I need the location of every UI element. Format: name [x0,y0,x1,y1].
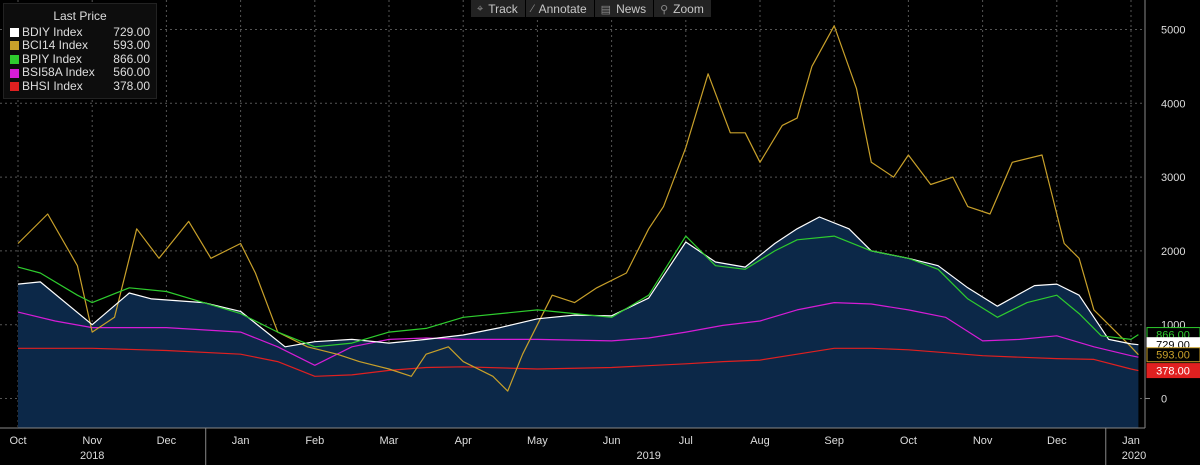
pencil-icon: ⁄ [531,3,534,15]
x-tick-label: Jun [603,435,621,447]
series-lines [17,25,1139,392]
x-tick-label: Mar [380,435,399,447]
toolbar-annotate-button[interactable]: ⁄ Annotate [525,0,595,17]
toolbar-news-button[interactable]: ▤ News [594,0,655,17]
legend-swatch [10,41,19,51]
legend-series-value: 866.00 [113,51,150,66]
x-tick-label: Aug [750,435,770,447]
legend-series-name: BDIY Index [22,24,83,39]
series-line-bhsi [18,347,1139,377]
x-tick-label: Nov [82,435,102,447]
bdiy-area-fill [18,217,1139,428]
legend: Last Price BDIY Index 729.00 BCI14 Index 59… [3,3,157,99]
series-line-bsi58a [17,302,1139,366]
x-tick-label: Dec [157,435,177,447]
y-tick-label: 0 [1161,393,1167,405]
legend-series-value: 378.00 [113,78,150,93]
chart-toolbar: ⌖ Track ⁄ Annotate ▤ News ⚲ Zoom [471,0,712,17]
last-price-tag [1146,363,1200,379]
last-price-tag-text: 593.00 [1156,350,1190,362]
x-tick-label: May [527,435,548,447]
series-line-bpiy [17,235,1139,348]
x-tick-label: Nov [973,435,993,447]
x-tick-label: Oct [9,435,26,447]
legend-item[interactable]: BHSI Index 378.00 [10,78,150,94]
x-year-label: 2019 [636,450,660,462]
magnifier-icon: ⚲ [660,3,669,16]
last-price-tag-text: 378.00 [1156,366,1190,378]
x-year-label: 2020 [1122,450,1146,462]
legend-series-value: 593.00 [113,38,150,53]
legend-swatch [10,27,19,37]
toolbar-track-button[interactable]: ⌖ Track [471,0,526,17]
y-tick-label: 4000 [1161,98,1185,110]
series-area-bdiy [18,217,1139,428]
x-tick-label: Apr [455,435,472,447]
x-tick-label: Jan [1122,435,1140,447]
x-tick-label: Jan [232,435,250,447]
x-tick-label: Dec [1047,435,1067,447]
x-tick-label: Jul [679,435,693,447]
news-icon: ▤ [600,3,612,16]
legend-swatch [10,68,19,78]
x-tick-label: Sep [824,435,844,447]
y-tick-label: 3000 [1161,172,1185,184]
legend-series-name: BCI14 Index [22,38,89,53]
last-price-tag [1146,347,1200,363]
legend-item[interactable]: BPIY Index 866.00 [10,51,150,67]
toolbar-label: News [616,2,647,16]
legend-swatch [10,55,19,65]
toolbar-zoom-button[interactable]: ⚲ Zoom [654,0,712,17]
x-tick-label: Feb [305,435,324,447]
legend-item[interactable]: BDIY Index 729.00 [10,24,150,40]
toolbar-label: Annotate [538,2,587,16]
x-year-label: 2018 [80,450,104,462]
legend-item[interactable]: BSI58A Index 560.00 [10,66,150,80]
toolbar-label: Track [488,2,518,16]
legend-item[interactable]: BCI14 Index 593.00 [10,39,150,53]
legend-series-name: BPIY Index [22,51,82,66]
legend-series-name: BHSI Index [22,78,83,93]
legend-series-name: BSI58A Index [22,65,95,80]
legend-title: Last Price [53,9,107,23]
toolbar-label: Zoom [673,2,704,16]
legend-swatch [10,82,19,92]
legend-series-value: 560.00 [113,65,150,80]
series-line-bdiy [17,216,1139,348]
legend-series-value: 729.00 [113,24,150,39]
crosshair-icon: ⌖ [477,2,484,15]
x-tick-label: Oct [900,435,917,447]
y-tick-label: 2000 [1161,246,1185,258]
y-tick-label: 5000 [1161,25,1185,37]
series-line-bci14 [17,25,1139,392]
